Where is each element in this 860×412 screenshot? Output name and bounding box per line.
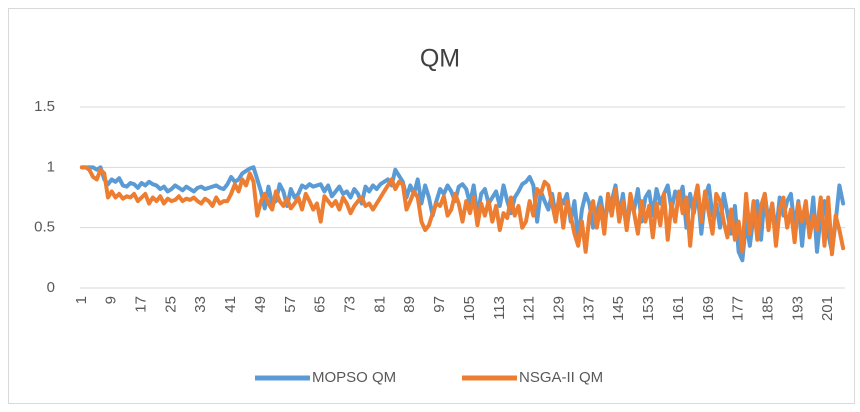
y-tick-label: 1.5 bbox=[34, 98, 55, 115]
x-tick-label: 49 bbox=[252, 296, 269, 313]
x-tick-label: 25 bbox=[162, 296, 179, 313]
x-tick-label: 89 bbox=[401, 296, 418, 313]
x-tick-label: 145 bbox=[610, 296, 627, 321]
x-tick-label: 153 bbox=[640, 296, 657, 321]
y-tick-label: 0 bbox=[47, 279, 55, 296]
x-tick-label: 41 bbox=[222, 296, 239, 313]
line-series bbox=[79, 165, 846, 257]
x-tick-label: 73 bbox=[342, 296, 359, 313]
x-tick-label: 137 bbox=[580, 296, 597, 321]
x-tick-label: 1 bbox=[73, 296, 90, 304]
x-tick-label: 33 bbox=[192, 296, 209, 313]
x-tick-label: 57 bbox=[282, 296, 299, 313]
legend-label: MOPSO QM bbox=[312, 369, 396, 386]
x-tick-label: 81 bbox=[371, 296, 388, 313]
x-tick-label: 121 bbox=[521, 296, 538, 321]
x-tick-label: 9 bbox=[103, 296, 120, 304]
x-tick-label: 129 bbox=[550, 296, 567, 321]
chart-title: QM bbox=[420, 45, 460, 73]
legend-label: NSGA-II QM bbox=[519, 369, 603, 386]
x-tick-label: 185 bbox=[759, 296, 776, 321]
x-tick-label: 169 bbox=[700, 296, 717, 321]
x-tick-label: 161 bbox=[670, 296, 687, 321]
y-tick-label: 1 bbox=[47, 158, 55, 175]
x-tick-label: 17 bbox=[133, 296, 150, 313]
x-tick-label: 113 bbox=[491, 296, 508, 320]
x-tick-label: 193 bbox=[789, 296, 806, 321]
x-tick-label: 65 bbox=[312, 296, 329, 313]
x-tick-label: 97 bbox=[431, 296, 448, 313]
x-tick-label: 105 bbox=[461, 296, 478, 321]
y-tick-label: 0.5 bbox=[34, 219, 55, 236]
x-tick-label: 201 bbox=[819, 296, 836, 321]
x-tick-label: 177 bbox=[730, 296, 747, 321]
